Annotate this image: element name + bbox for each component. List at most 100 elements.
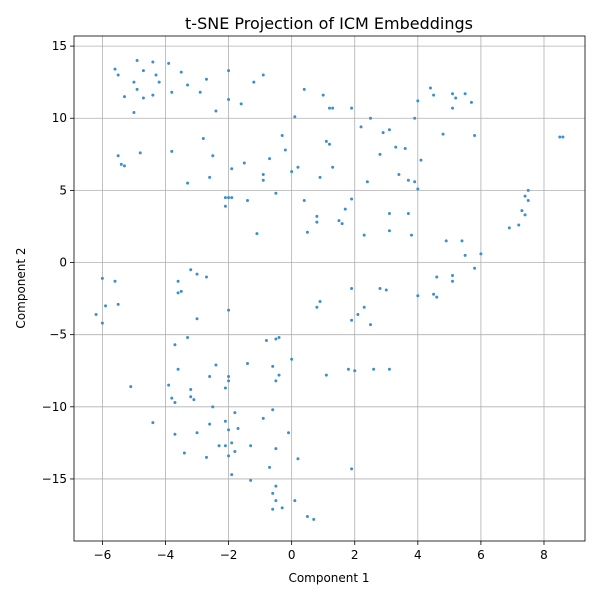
data-point — [340, 222, 344, 226]
data-point — [268, 157, 272, 161]
data-point — [561, 135, 565, 139]
data-point — [387, 128, 391, 132]
x-tick-label: 2 — [351, 548, 359, 562]
data-point — [186, 181, 190, 185]
y-tick-label: −15 — [42, 472, 67, 486]
data-point — [230, 473, 234, 477]
data-point — [170, 396, 174, 400]
data-point — [189, 268, 193, 272]
data-point — [435, 275, 439, 279]
data-point — [236, 426, 240, 430]
data-point — [428, 86, 432, 90]
data-point — [141, 69, 145, 73]
data-point — [208, 422, 212, 426]
data-point — [227, 454, 231, 458]
data-point — [372, 367, 376, 371]
data-point — [116, 154, 120, 158]
data-point — [479, 252, 483, 256]
data-point — [517, 223, 521, 227]
data-point — [211, 154, 215, 158]
data-point — [350, 287, 354, 290]
data-point — [403, 147, 407, 151]
data-point — [296, 165, 300, 169]
data-point — [328, 142, 331, 146]
data-point — [343, 207, 347, 211]
data-point — [223, 204, 227, 208]
data-point — [176, 291, 180, 295]
data-point — [249, 444, 253, 448]
data-point — [387, 367, 391, 371]
data-point — [230, 196, 234, 200]
data-point — [173, 400, 177, 404]
data-point — [186, 336, 190, 340]
data-point — [318, 299, 322, 303]
data-point — [198, 90, 202, 94]
data-point — [274, 484, 278, 488]
data-point — [293, 115, 297, 119]
data-point — [176, 367, 180, 371]
data-point — [365, 180, 369, 184]
data-point — [362, 233, 366, 237]
data-point — [369, 116, 373, 120]
data-point — [233, 411, 237, 415]
data-point — [435, 295, 439, 299]
data-point — [378, 152, 382, 156]
data-point — [170, 90, 174, 94]
y-tick-label: 0 — [59, 256, 67, 270]
data-point — [255, 232, 259, 236]
data-point — [173, 343, 177, 347]
data-point — [463, 92, 467, 96]
data-point — [356, 312, 360, 316]
data-point — [362, 305, 366, 309]
data-point — [387, 229, 391, 233]
data-point — [280, 506, 284, 510]
data-point — [413, 116, 417, 120]
data-point — [189, 395, 193, 399]
data-point — [104, 304, 108, 308]
data-point — [381, 131, 385, 135]
data-point — [132, 110, 136, 114]
data-point — [324, 139, 328, 143]
data-points — [94, 59, 565, 521]
data-point — [113, 279, 117, 283]
y-tick-label: −5 — [49, 328, 67, 342]
data-point — [167, 383, 171, 387]
data-point — [350, 318, 354, 322]
data-point — [331, 165, 335, 169]
data-point — [451, 106, 455, 110]
data-point — [337, 219, 341, 223]
y-tick-label: 15 — [52, 39, 67, 53]
data-point — [261, 416, 265, 420]
data-point — [416, 294, 420, 298]
data-point — [239, 102, 243, 106]
data-point — [432, 292, 436, 296]
data-point — [170, 149, 174, 153]
data-point — [249, 478, 253, 482]
data-point — [230, 167, 234, 171]
data-point — [277, 373, 281, 377]
data-point — [182, 451, 186, 455]
data-point — [176, 279, 180, 283]
x-tick-label: −2 — [220, 548, 238, 562]
data-point — [186, 83, 190, 87]
data-point — [350, 197, 354, 201]
y-tick-label: −10 — [42, 400, 67, 414]
data-point — [369, 323, 373, 327]
axis-ticks: −6 −4 −2 0 2 4 6 8 −15 −10 −5 0 5 10 15 — [42, 39, 548, 562]
data-point — [451, 274, 455, 278]
data-point — [305, 230, 309, 234]
data-point — [201, 136, 205, 140]
data-point — [173, 432, 177, 436]
data-point — [214, 109, 218, 113]
data-point — [227, 69, 231, 73]
data-point — [204, 455, 208, 459]
data-point — [227, 379, 231, 383]
data-point — [350, 106, 354, 110]
data-point — [359, 125, 363, 129]
data-point — [419, 158, 423, 162]
data-point — [122, 164, 126, 168]
data-point — [195, 272, 199, 276]
data-point — [157, 80, 161, 84]
chart-title: t-SNE Projection of ICM Embeddings — [185, 14, 473, 33]
